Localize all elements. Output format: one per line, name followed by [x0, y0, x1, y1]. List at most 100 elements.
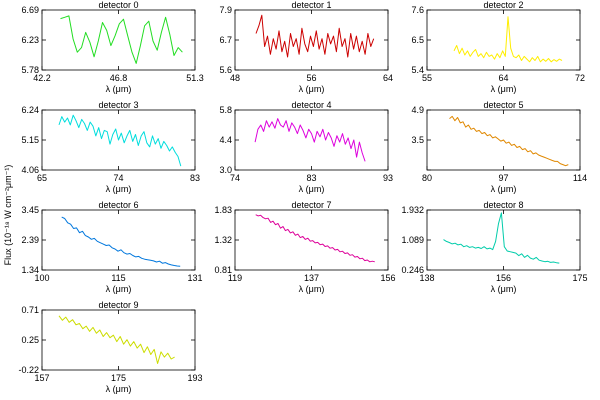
x-axis-label: λ (μm) [491, 184, 517, 194]
chart-title: detector 6 [98, 200, 138, 210]
x-tick-label: 100 [34, 273, 49, 283]
chart-panel-0: detector 0 42.2 46.8 51.3 5.78 6.23 6.69 λ (μm) [21, 0, 203, 94]
x-tick-label: 72 [575, 73, 585, 83]
y-tick-label: 0.25 [21, 335, 39, 345]
y-tick-label: 1.83 [214, 205, 232, 215]
x-tick-label: 83 [306, 173, 316, 183]
series-line [58, 315, 175, 364]
series-line [453, 16, 563, 63]
series-line [449, 115, 569, 167]
y-tick-label: 1.932 [401, 205, 424, 215]
x-tick-label: 131 [187, 273, 202, 283]
chart-title: detector 0 [98, 0, 138, 10]
y-tick-label: 0.246 [401, 265, 424, 275]
x-tick-label: 138 [419, 273, 434, 283]
x-axis-label: λ (μm) [106, 284, 132, 294]
x-tick-label: 119 [228, 273, 242, 283]
y-tick-label: 5.78 [21, 65, 39, 75]
y-tick-label: 5.6 [219, 65, 232, 75]
y-tick-label: 5.4 [411, 65, 424, 75]
x-tick-label: 48 [230, 73, 240, 83]
x-tick-label: 114 [573, 173, 587, 183]
x-tick-label: 156 [380, 273, 395, 283]
y-tick-label: 7.6 [411, 5, 424, 15]
series-line [60, 15, 183, 64]
chart-title: detector 5 [483, 100, 523, 110]
y-tick-label: 6.69 [21, 5, 39, 15]
panels: detector 0 42.2 46.8 51.3 5.78 6.23 6.69 λ (μm)… [18, 0, 587, 394]
x-tick-label: 51.3 [186, 73, 204, 83]
y-tick-label: -0.22 [18, 365, 39, 375]
x-tick-label: 64 [383, 73, 393, 83]
y-tick-label: 6.24 [21, 105, 39, 115]
chart-panel-7: detector 7 119 137 156 0.81 1.32 1.83 λ (μm) [214, 200, 395, 294]
x-tick-label: 115 [111, 273, 125, 283]
chart-panel-5: detector 5 80 97 114 3.5 4.9 λ (μm) [411, 100, 587, 194]
x-tick-label: 157 [34, 373, 49, 383]
series-line [255, 14, 375, 58]
y-tick-label: 0.71 [21, 305, 39, 315]
x-axis-label: λ (μm) [299, 284, 325, 294]
y-tick-label: 3.0 [219, 165, 232, 175]
chart-panel-8: detector 8 138 156 175 0.246 1.089 1.932 λ (μm) [401, 200, 587, 294]
x-tick-label: 65 [37, 173, 47, 183]
chart-title: detector 1 [291, 0, 331, 10]
y-tick-label: 1.089 [401, 235, 424, 245]
x-tick-label: 74 [230, 173, 240, 183]
chart-panel-4: detector 4 74 83 93 3.0 4.4 5.8 λ (μm) [219, 100, 393, 194]
y-tick-label: 4.9 [411, 105, 424, 115]
figure-ylabel: Flux (10⁻¹⁸ W cm⁻²μm⁻¹) [3, 165, 13, 266]
x-tick-label: 97 [498, 173, 508, 183]
x-axis-label: λ (μm) [299, 84, 325, 94]
y-tick-label: 2.39 [21, 235, 39, 245]
y-tick-label: 0.81 [214, 265, 232, 275]
x-tick-label: 64 [498, 73, 508, 83]
x-tick-label: 74 [113, 173, 123, 183]
plot-frame [41, 309, 196, 371]
series-line [58, 114, 182, 167]
x-axis-label: λ (μm) [491, 284, 517, 294]
series-line [254, 118, 366, 162]
x-tick-label: 156 [496, 273, 511, 283]
x-tick-label: 193 [187, 373, 202, 383]
y-tick-label: 3.45 [21, 205, 39, 215]
y-tick-label: 4.06 [21, 165, 39, 175]
y-tick-label: 3.5 [411, 135, 424, 145]
x-axis-label: λ (μm) [106, 84, 132, 94]
y-tick-label: 1.32 [214, 235, 232, 245]
chart-panel-2: detector 2 55 64 72 5.4 6.5 7.6 λ (μm) [411, 0, 585, 94]
y-tick-label: 6.7 [219, 35, 232, 45]
y-tick-label: 5.8 [219, 105, 232, 115]
x-axis-label: λ (μm) [491, 84, 517, 94]
chart-panel-9: detector 9 157 175 193 -0.22 0.25 0.71 λ (μm) [18, 300, 202, 394]
chart-panel-3: detector 3 65 74 83 4.06 5.15 6.24 λ (μm) [21, 100, 200, 194]
chart-title: detector 7 [291, 200, 331, 210]
plot-frame [41, 9, 196, 71]
series-line [443, 212, 560, 264]
series-line [255, 214, 375, 263]
x-tick-label: 175 [572, 273, 587, 283]
x-tick-label: 175 [111, 373, 126, 383]
x-tick-label: 137 [304, 273, 319, 283]
x-axis-label: λ (μm) [106, 184, 132, 194]
y-tick-label: 5.15 [21, 135, 39, 145]
y-tick-label: 1.34 [21, 265, 39, 275]
x-tick-label: 80 [422, 173, 432, 183]
chart-panel-1: detector 1 48 56 64 5.6 6.7 7.9 λ (μm) [219, 0, 393, 94]
x-axis-label: λ (μm) [106, 384, 132, 394]
y-tick-label: 4.4 [219, 135, 232, 145]
x-tick-label: 42.2 [33, 73, 51, 83]
y-tick-label: 6.23 [21, 35, 39, 45]
series-line [61, 216, 181, 267]
chart-title: detector 2 [483, 0, 523, 10]
chart-title: detector 4 [291, 100, 331, 110]
x-tick-label: 56 [306, 73, 316, 83]
x-tick-label: 46.8 [110, 73, 128, 83]
chart-title: detector 9 [98, 300, 138, 310]
chart-panel-6: detector 6 100 115 131 1.34 2.39 3.45 λ (μm) [21, 200, 202, 294]
y-tick-label: 6.5 [411, 35, 424, 45]
x-axis-label: λ (μm) [299, 184, 325, 194]
chart-title: detector 8 [483, 200, 523, 210]
chart-title: detector 3 [98, 100, 138, 110]
